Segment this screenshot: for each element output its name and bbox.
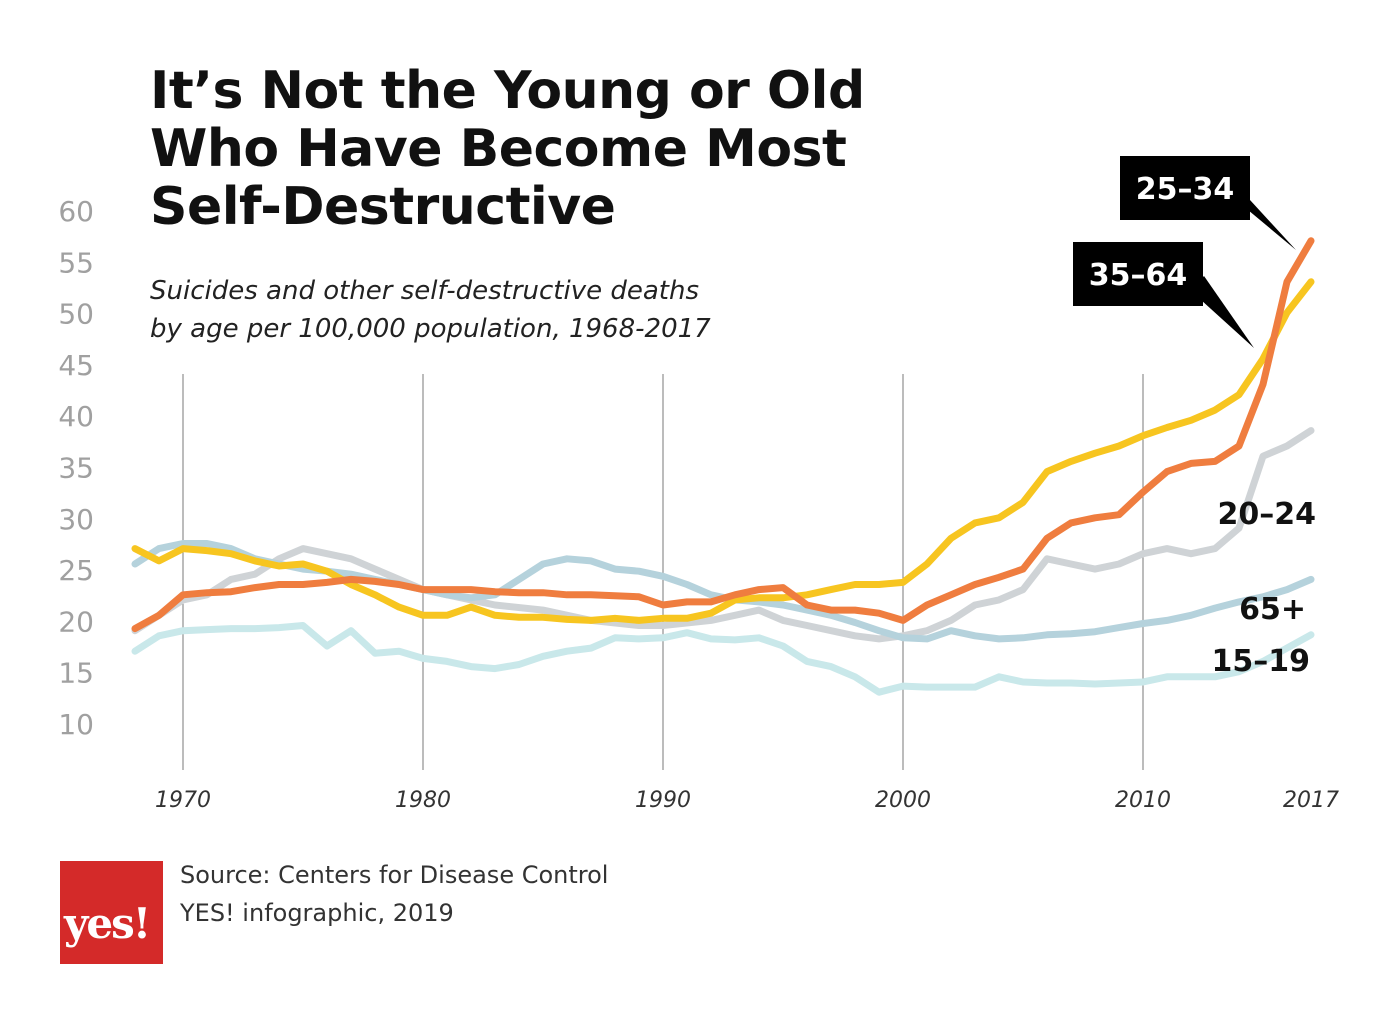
yes-logo-text: yes!: [64, 899, 151, 948]
chart-subtitle-line-1: Suicides and other self-destructive deat…: [150, 276, 700, 306]
chart-title-line-2: Who Have Become Most: [150, 119, 847, 179]
y-tick-label: 35: [58, 452, 94, 485]
source-line-1: Source: Centers for Disease Control: [180, 861, 609, 889]
x-axis: 1970 1980 1990 2000 2010 2017: [155, 788, 1339, 813]
y-tick-label: 10: [58, 708, 94, 741]
chart-title: It’s Not the Young or Old Who Have Becom…: [150, 62, 870, 236]
y-tick-label: 40: [58, 400, 94, 433]
y-tick-label: 25: [58, 554, 94, 587]
chart-subtitle-line-2: by age per 100,000 population, 1968-2017: [150, 314, 711, 344]
x-tick-label: 1980: [395, 788, 451, 813]
series-label-65-plus: 65+: [1239, 592, 1306, 627]
callout-35-64: 35–64: [1073, 242, 1254, 348]
y-tick-label: 20: [58, 605, 94, 638]
series-group: [131, 237, 1315, 696]
yes-logo: yes!: [60, 861, 163, 964]
y-tick-label: 15: [58, 657, 94, 690]
y-tick-label: 60: [58, 195, 94, 228]
callout-25-34: 25–34: [1120, 156, 1296, 250]
x-tick-label: 2010: [1115, 788, 1171, 813]
callout-25-34-label: 25–34: [1136, 172, 1235, 207]
x-tick-label: 2000: [875, 788, 931, 813]
series-line-25-34: [131, 237, 1315, 633]
callout-25-34-box: [1120, 156, 1250, 220]
series-label-20-24: 20–24: [1218, 497, 1317, 532]
x-tick-label: 1970: [155, 788, 211, 813]
x-tick-label: 2017: [1283, 788, 1339, 813]
y-tick-label: 55: [58, 246, 94, 279]
series-label-15-19: 15–19: [1212, 644, 1311, 679]
y-tick-label: 30: [58, 503, 94, 536]
chart-title-line-1: It’s Not the Young or Old: [150, 61, 865, 121]
x-tick-label: 1990: [635, 788, 691, 813]
callout-25-34-pointer: [1236, 200, 1296, 250]
gridlines: [182, 374, 1144, 770]
series-line-35-64: [131, 278, 1315, 624]
series-line-15-19: [131, 622, 1315, 696]
chart-title-line-3: Self-Destructive: [150, 177, 616, 237]
callout-35-64-label: 35–64: [1089, 258, 1188, 293]
y-tick-label: 50: [58, 298, 94, 331]
y-tick-label: 45: [58, 349, 94, 382]
source-credit: Source: Centers for Disease Control YES!…: [180, 856, 608, 932]
callout-35-64-pointer: [1190, 276, 1254, 348]
y-axis: 10 15 20 25 30 35 40 45 50 55 60: [58, 195, 94, 741]
series-line-20-24: [131, 427, 1315, 643]
source-line-2: YES! infographic, 2019: [180, 899, 454, 927]
callout-35-64-box: [1073, 242, 1203, 306]
chart-subtitle: Suicides and other self-destructive deat…: [150, 272, 770, 348]
